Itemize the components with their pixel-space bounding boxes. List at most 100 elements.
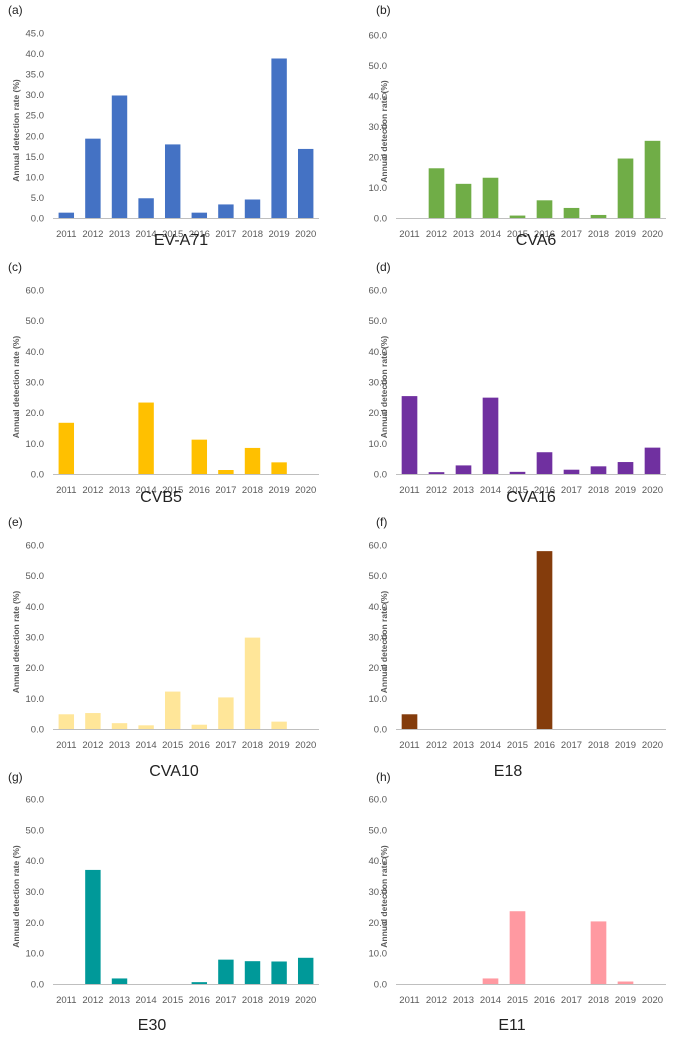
x-tick-label: 2019 — [615, 485, 636, 496]
x-tick-label: 2018 — [242, 740, 263, 751]
bar-2018 — [590, 214, 607, 218]
bar-2011 — [401, 714, 418, 729]
y-tick-label: 60.0 — [369, 541, 388, 552]
x-tick-label: 2014 — [480, 740, 501, 751]
y-tick-label: 40.0 — [369, 856, 388, 867]
x-tick-label: 2016 — [534, 740, 555, 751]
y-tick-label: 10.0 — [26, 439, 45, 450]
bar-2018 — [244, 447, 261, 474]
y-tick-label: 35.0 — [26, 70, 45, 81]
bar-2013 — [111, 978, 128, 984]
y-tick-label: 20.0 — [369, 408, 388, 419]
x-tick-label: 2019 — [615, 740, 636, 751]
y-tick-label: 10.0 — [26, 949, 45, 960]
bar-2017 — [218, 470, 234, 474]
panel-letter: (b) — [376, 3, 391, 17]
y-tick-label: 10.0 — [369, 439, 388, 450]
x-tick-label: 2020 — [642, 229, 663, 240]
x-tick-label: 2020 — [295, 229, 316, 240]
x-tick-label: 2017 — [215, 740, 236, 751]
y-tick-label: 20.0 — [369, 663, 388, 674]
y-tick-label: 20.0 — [26, 408, 45, 419]
bar-2011 — [401, 396, 418, 474]
x-tick-label: 2019 — [269, 995, 290, 1006]
x-tick-label: 2013 — [453, 485, 474, 496]
y-tick-label: 50.0 — [369, 571, 388, 582]
bar-2015 — [164, 691, 181, 729]
bar-2012 — [428, 168, 445, 218]
panel-letter: (a) — [8, 3, 23, 17]
bar-2016 — [536, 551, 553, 729]
x-tick-label: 2014 — [480, 485, 501, 496]
x-tick-label: 2018 — [588, 229, 609, 240]
bar-2015 — [509, 471, 526, 474]
y-tick-label: 30.0 — [26, 887, 45, 898]
y-tick-label: 0.0 — [31, 470, 44, 481]
bar-2018 — [244, 199, 261, 218]
bar-2012 — [85, 713, 101, 729]
y-axis-label: Annual detection rate (%) — [11, 79, 21, 182]
bar-2019 — [271, 721, 287, 729]
x-tick-label: 2011 — [399, 995, 419, 1006]
y-tick-label: 5.0 — [31, 193, 44, 204]
bar-2014 — [138, 198, 154, 218]
bar-2014 — [138, 725, 154, 729]
bar-2016 — [536, 200, 553, 218]
x-tick-label: 2013 — [453, 740, 474, 751]
chart-panel-7: (g) 0.0 10.0 20.0 30.0 40.0 50.0 60.0 Annual det… — [8, 770, 319, 1034]
x-tick-label: 2016 — [189, 995, 210, 1006]
x-tick-label: 2013 — [109, 229, 130, 240]
bar-2014 — [138, 402, 154, 474]
x-tick-label: 2019 — [269, 485, 290, 496]
y-tick-label: 60.0 — [369, 31, 388, 42]
x-tick-label: 2013 — [109, 485, 130, 496]
x-tick-label: 2012 — [426, 229, 447, 240]
x-tick-label: 2020 — [295, 485, 316, 496]
chart-title: E11 — [498, 1017, 525, 1034]
x-tick-label: 2016 — [534, 995, 555, 1006]
y-tick-label: 50.0 — [369, 61, 388, 72]
bar-2020 — [644, 140, 661, 218]
y-tick-label: 50.0 — [369, 825, 388, 836]
bar-2012 — [85, 138, 101, 218]
x-tick-label: 2016 — [189, 485, 210, 496]
bar-2011 — [58, 714, 75, 729]
x-tick-label: 2018 — [242, 485, 263, 496]
x-tick-label: 2014 — [136, 485, 157, 496]
bar-2012 — [428, 472, 445, 474]
y-tick-label: 10.0 — [26, 694, 45, 705]
y-tick-label: 0.0 — [374, 470, 387, 481]
x-tick-label: 2013 — [109, 740, 130, 751]
y-tick-label: 30.0 — [369, 122, 388, 133]
x-tick-label: 2015 — [507, 995, 528, 1006]
x-tick-label: 2012 — [426, 485, 447, 496]
bar-2016 — [536, 452, 553, 474]
x-tick-label: 2011 — [56, 229, 76, 240]
y-tick-label: 40.0 — [369, 347, 388, 358]
y-tick-label: 45.0 — [26, 29, 45, 40]
bar-2019 — [271, 58, 287, 218]
x-tick-label: 2012 — [82, 740, 103, 751]
bar-2016 — [191, 982, 208, 984]
chart-panel-3: (c) 0.0 10.0 20.0 30.0 40.0 50.0 60.0 Annual det… — [8, 260, 319, 506]
chart-title: CVA6 — [516, 232, 557, 249]
bar-2011 — [58, 212, 75, 218]
y-tick-label: 30.0 — [26, 90, 45, 101]
bar-2011 — [58, 422, 75, 474]
x-tick-label: 2014 — [480, 229, 501, 240]
bar-2020 — [297, 148, 314, 218]
x-tick-label: 2013 — [453, 229, 474, 240]
bar-2019 — [271, 961, 287, 984]
x-tick-label: 2011 — [399, 740, 419, 751]
bar-2019 — [617, 462, 634, 474]
x-tick-label: 2016 — [189, 229, 210, 240]
y-tick-label: 10.0 — [369, 183, 388, 194]
chart-panel-8: (h) 0.0 10.0 20.0 30.0 40.0 50.0 60.0 Annual det… — [369, 770, 666, 1034]
y-axis-label: Annual detection rate (%) — [379, 336, 389, 439]
y-tick-label: 20.0 — [369, 153, 388, 164]
bar-2013 — [111, 723, 128, 729]
y-tick-label: 60.0 — [369, 286, 388, 297]
y-axis-label: Annual detection rate (%) — [11, 336, 21, 439]
y-tick-label: 0.0 — [31, 214, 44, 225]
y-tick-label: 60.0 — [369, 795, 388, 806]
